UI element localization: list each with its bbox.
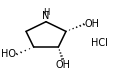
Text: H: H: [43, 8, 49, 17]
Text: N: N: [42, 11, 50, 21]
Text: OH: OH: [55, 60, 70, 70]
Text: HO: HO: [1, 49, 16, 59]
Text: HCl: HCl: [91, 38, 108, 48]
Text: OH: OH: [84, 19, 99, 29]
